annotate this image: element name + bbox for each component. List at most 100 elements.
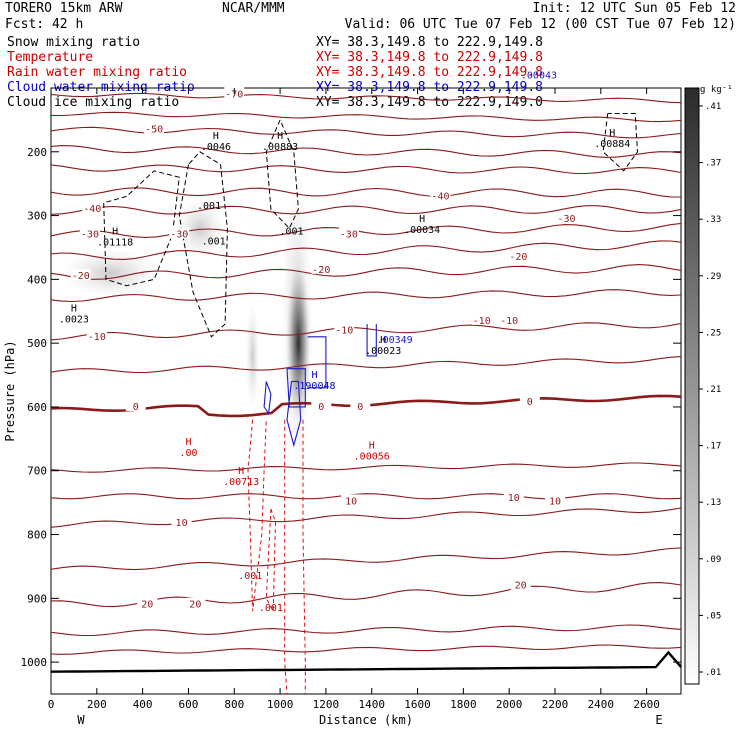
- contour-label-bg: [86, 329, 107, 341]
- temperature-contour-line: [50, 111, 682, 123]
- contour-label-bg: [519, 394, 540, 406]
- snow-shading-light: [245, 300, 260, 411]
- temperature-contour-line: [50, 644, 682, 655]
- temperature-contour-label: 0: [527, 397, 533, 408]
- temperature-contour-label: -40: [83, 204, 101, 215]
- contour-label-bg: [508, 250, 529, 262]
- temperature-contour-label: 20: [189, 600, 201, 611]
- temperature-contour-label: 10: [345, 496, 357, 507]
- temperature-contour-label: 10: [508, 493, 520, 504]
- x-tick-label: 200: [87, 698, 107, 711]
- temperature-contour-label: 0: [357, 402, 363, 413]
- cloud-water-contour: [263, 381, 272, 415]
- cloud-ice-contour: [602, 113, 639, 172]
- y-tick-label: 500: [27, 337, 47, 350]
- terrain-surface: [50, 650, 682, 673]
- maximum-marker: H: [238, 466, 244, 477]
- colorbar-tick-label: .33: [705, 215, 721, 225]
- colorbar-unit: g kg⁻¹: [700, 85, 733, 95]
- x-tick-label: 600: [179, 698, 199, 711]
- contour-label-bg: [79, 227, 100, 239]
- legend-entry: Temperature: [7, 50, 93, 65]
- contour-label-bg: [137, 597, 158, 609]
- maximum-marker: H: [112, 227, 118, 238]
- y-tick-label: 400: [27, 273, 47, 286]
- y-tick-label: 600: [27, 401, 47, 414]
- rain-water-contour: [247, 419, 267, 612]
- plot-frame: [50, 87, 682, 695]
- contour-label-bg: [144, 122, 165, 134]
- colorbar-tick-label: .09: [705, 555, 721, 565]
- y-axis-label: Pressure (hPa): [3, 340, 17, 441]
- contour-label-bg: [334, 323, 355, 335]
- temperature-contour-label: -20: [509, 252, 527, 263]
- snow-shading-light: [60, 247, 161, 298]
- temperature-contour-line: [50, 264, 682, 280]
- temperature-contour-line: [50, 356, 682, 374]
- temperature-contour-line: [50, 493, 682, 500]
- temperature-contour-line: [50, 507, 682, 528]
- y-tick-label: 200: [27, 146, 47, 159]
- y-tick-label: 900: [27, 592, 47, 605]
- contour-label-bg: [311, 262, 332, 274]
- maximum-value: .01118: [97, 238, 133, 249]
- rain-water-contour: [284, 419, 288, 695]
- x-tick-label: 1200: [313, 698, 340, 711]
- temperature-contour-line: [50, 145, 682, 158]
- contour-value-label: .001: [259, 603, 283, 614]
- maximum-marker: H: [71, 303, 77, 314]
- maximum-value: .00023: [365, 346, 401, 357]
- east-end-label: E: [655, 713, 662, 727]
- maximum-marker: H: [185, 437, 191, 448]
- temperature-contour-label: -30: [170, 230, 188, 241]
- y-tick-label: 700: [27, 465, 47, 478]
- maximum-marker: H: [311, 370, 317, 381]
- cloud-ice-contour: [103, 170, 180, 287]
- maximum-value: .00884: [594, 139, 630, 150]
- x-tick-label: 1600: [404, 698, 431, 711]
- maximum-value: .0046: [201, 142, 231, 153]
- temperature-contour-label: -20: [312, 265, 330, 276]
- colorbar: [684, 87, 700, 685]
- contour-value-label: .001: [279, 227, 303, 238]
- temperature-contour-label: -70: [225, 89, 243, 100]
- temperature-contour-line: [50, 240, 682, 260]
- temperature-contour-label: -10: [88, 332, 106, 343]
- west-end-label: W: [77, 713, 85, 727]
- colorbar-tick-label: .29: [705, 272, 721, 282]
- contour-value-label: .001: [238, 571, 262, 582]
- y-tick-label: 1000: [21, 656, 48, 669]
- temperature-contour-label: 0: [133, 402, 139, 413]
- temperature-contour-label: 20: [141, 600, 153, 611]
- maximum-marker: H: [213, 131, 219, 142]
- temperature-contour-label: -50: [145, 124, 163, 135]
- maximum-value: .00034: [404, 225, 440, 236]
- temperature-contour-line: [50, 322, 682, 341]
- contour-label-bg: [171, 516, 192, 528]
- contour-value-label: .00043: [521, 70, 557, 81]
- contour-label-bg: [185, 597, 206, 609]
- contour-label-bg: [125, 399, 146, 411]
- forecast-hour: Fcst: 42 h: [5, 17, 83, 32]
- maximum-value: .00056: [354, 451, 390, 462]
- maximum-value: .00713: [223, 477, 259, 488]
- rain-water-contour: [302, 419, 306, 694]
- contour-value-label: .001: [197, 201, 221, 212]
- snow-shading-core: [286, 263, 311, 424]
- contour-label-bg: [503, 491, 524, 503]
- maximum-marker: H: [277, 131, 283, 142]
- contour-label-bg: [545, 494, 565, 506]
- contour-label-bg: [350, 399, 371, 411]
- maximum-value: .00: [179, 448, 197, 459]
- maximum-marker: H: [609, 128, 615, 139]
- x-tick-label: 0: [48, 698, 55, 711]
- cloud-ice-contour: [178, 151, 228, 338]
- contour-label-bg: [556, 211, 577, 223]
- temperature-contour-line: [50, 205, 682, 215]
- colorbar-tick-label: .41: [705, 102, 721, 112]
- contour-label-bg: [430, 189, 451, 201]
- legend-xy-range: XY= 38.3,149.8 to 222.9,149.0: [316, 95, 543, 110]
- cloud-water-contour: [286, 368, 306, 408]
- x-tick-label: 800: [224, 698, 244, 711]
- cloud-water-contour: [307, 336, 327, 389]
